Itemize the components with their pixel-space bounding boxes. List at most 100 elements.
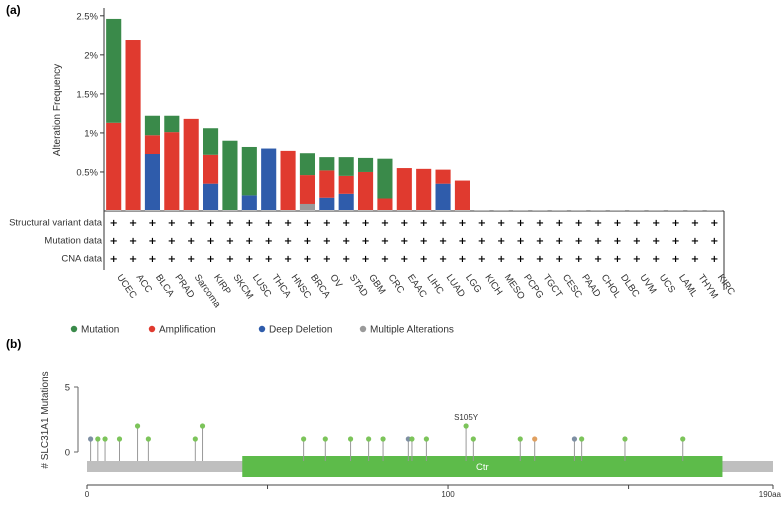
data-row-marker: + [574,254,582,265]
legend-marker-amplification [148,325,156,333]
bar-segment-amplification [106,122,122,211]
data-row-marker: + [633,236,641,247]
lollipop-head [680,436,686,442]
data-row-marker: + [671,236,679,247]
bar-segment-amplification [396,168,412,211]
data-row-marker: + [303,236,311,247]
data-row-marker: + [168,254,176,265]
data-row-marker: + [284,218,292,229]
domain-label: Ctr [476,462,489,473]
lollipop-head [470,436,476,442]
lollipop-head [532,436,538,442]
data-row-marker: + [710,254,718,265]
data-row-marker: + [168,236,176,247]
y-tick-label: 1% [84,128,98,139]
data-row-marker: + [652,218,660,229]
data-row-marker: + [381,236,389,247]
data-row-label: CNA data [61,254,102,265]
x-tick-label: KICH [482,272,504,297]
lollipop-y-tick-label: 0 [65,448,70,459]
data-row-marker: + [652,236,660,247]
bar-segment-amplification [280,150,296,211]
alteration-frequency-chart: Alteration Frequency0.5%1%1.5%2%2.5%UCEC… [9,8,737,310]
bar-segment-amplification [183,118,199,211]
data-row-marker: + [613,236,621,247]
panel-b-label: (b) [6,337,21,351]
data-row-label: Mutation data [44,236,102,247]
data-row-marker: + [478,218,486,229]
panel-a-label: (a) [6,3,21,17]
lollipop-head [423,436,429,442]
data-row-marker: + [284,236,292,247]
lollipop-head [322,436,328,442]
data-row-marker: + [148,218,156,229]
bar-segment-mutation [106,18,122,123]
data-row-marker: + [419,218,427,229]
data-row-marker: + [439,236,447,247]
lollipop-head [622,436,628,442]
bar-segment-deep_deletion [338,193,354,211]
y-tick-label: 2.5% [76,11,98,22]
data-row-marker: + [478,254,486,265]
lollipop-head [95,436,101,442]
lollipop-head [88,436,94,442]
bar-segment-mutation [241,146,257,196]
y-axis-label: Alteration Frequency [52,64,63,156]
data-row-marker: + [148,236,156,247]
data-row-marker: + [400,218,408,229]
data-row-marker: + [303,254,311,265]
data-row-marker: + [574,218,582,229]
legend-label: Multiple Alterations [370,325,454,336]
bar-segment-deep_deletion [144,154,160,211]
data-row-marker: + [342,236,350,247]
data-row-marker: + [342,218,350,229]
data-row-marker: + [536,254,544,265]
x-tick-label: TGCT [540,272,564,300]
data-row-marker: + [691,236,699,247]
data-row-marker: + [594,218,602,229]
bar-segment-deep_deletion [261,148,277,211]
data-row-marker: + [226,218,234,229]
data-row-marker: + [168,218,176,229]
data-row-marker: + [129,254,137,265]
bar-segment-amplification [454,180,470,211]
data-row-marker: + [497,254,505,265]
lollipop-head [134,423,141,429]
x-tick-label: CHOL [599,272,623,300]
lollipop-head [409,436,415,442]
data-row-marker: + [516,254,524,265]
bar-segment-mutation [144,115,160,136]
data-row-marker: + [439,218,447,229]
mutation-lollipop-chart: 0 5 # SLC31A1 Mutations Ctr 0 100 190aa S105Y [40,371,782,499]
bar-segment-amplification [338,175,354,194]
data-row-marker: + [710,236,718,247]
data-row-marker: + [342,254,350,265]
data-row-marker: + [245,218,253,229]
y-tick-label: 2% [84,50,98,61]
lollipop-head [517,436,523,442]
data-row-marker: + [400,236,408,247]
data-row-marker: + [652,254,660,265]
legend-label: Mutation [81,325,119,336]
data-row-marker: + [206,218,214,229]
data-row-marker: + [458,254,466,265]
data-row-marker: + [516,218,524,229]
data-row-marker: + [245,254,253,265]
bar-segment-amplification [358,171,374,211]
data-row-marker: + [516,236,524,247]
lollipop-y-axis-label: # SLC31A1 Mutations [40,371,51,468]
bar-segment-amplification [416,168,432,211]
x-tick-label: STAD [347,272,370,299]
data-row-marker: + [187,218,195,229]
bar-segment-deep_deletion [435,183,451,211]
lollipop-y-tick-label: 5 [65,383,70,394]
data-row-marker: + [458,236,466,247]
data-row-marker: + [439,254,447,265]
data-row-marker: + [536,218,544,229]
lollipop-head [579,436,585,442]
lollipop-head [102,436,108,442]
bar-segment-amplification [164,132,180,211]
data-row-marker: + [555,254,563,265]
data-row-marker: + [419,236,427,247]
